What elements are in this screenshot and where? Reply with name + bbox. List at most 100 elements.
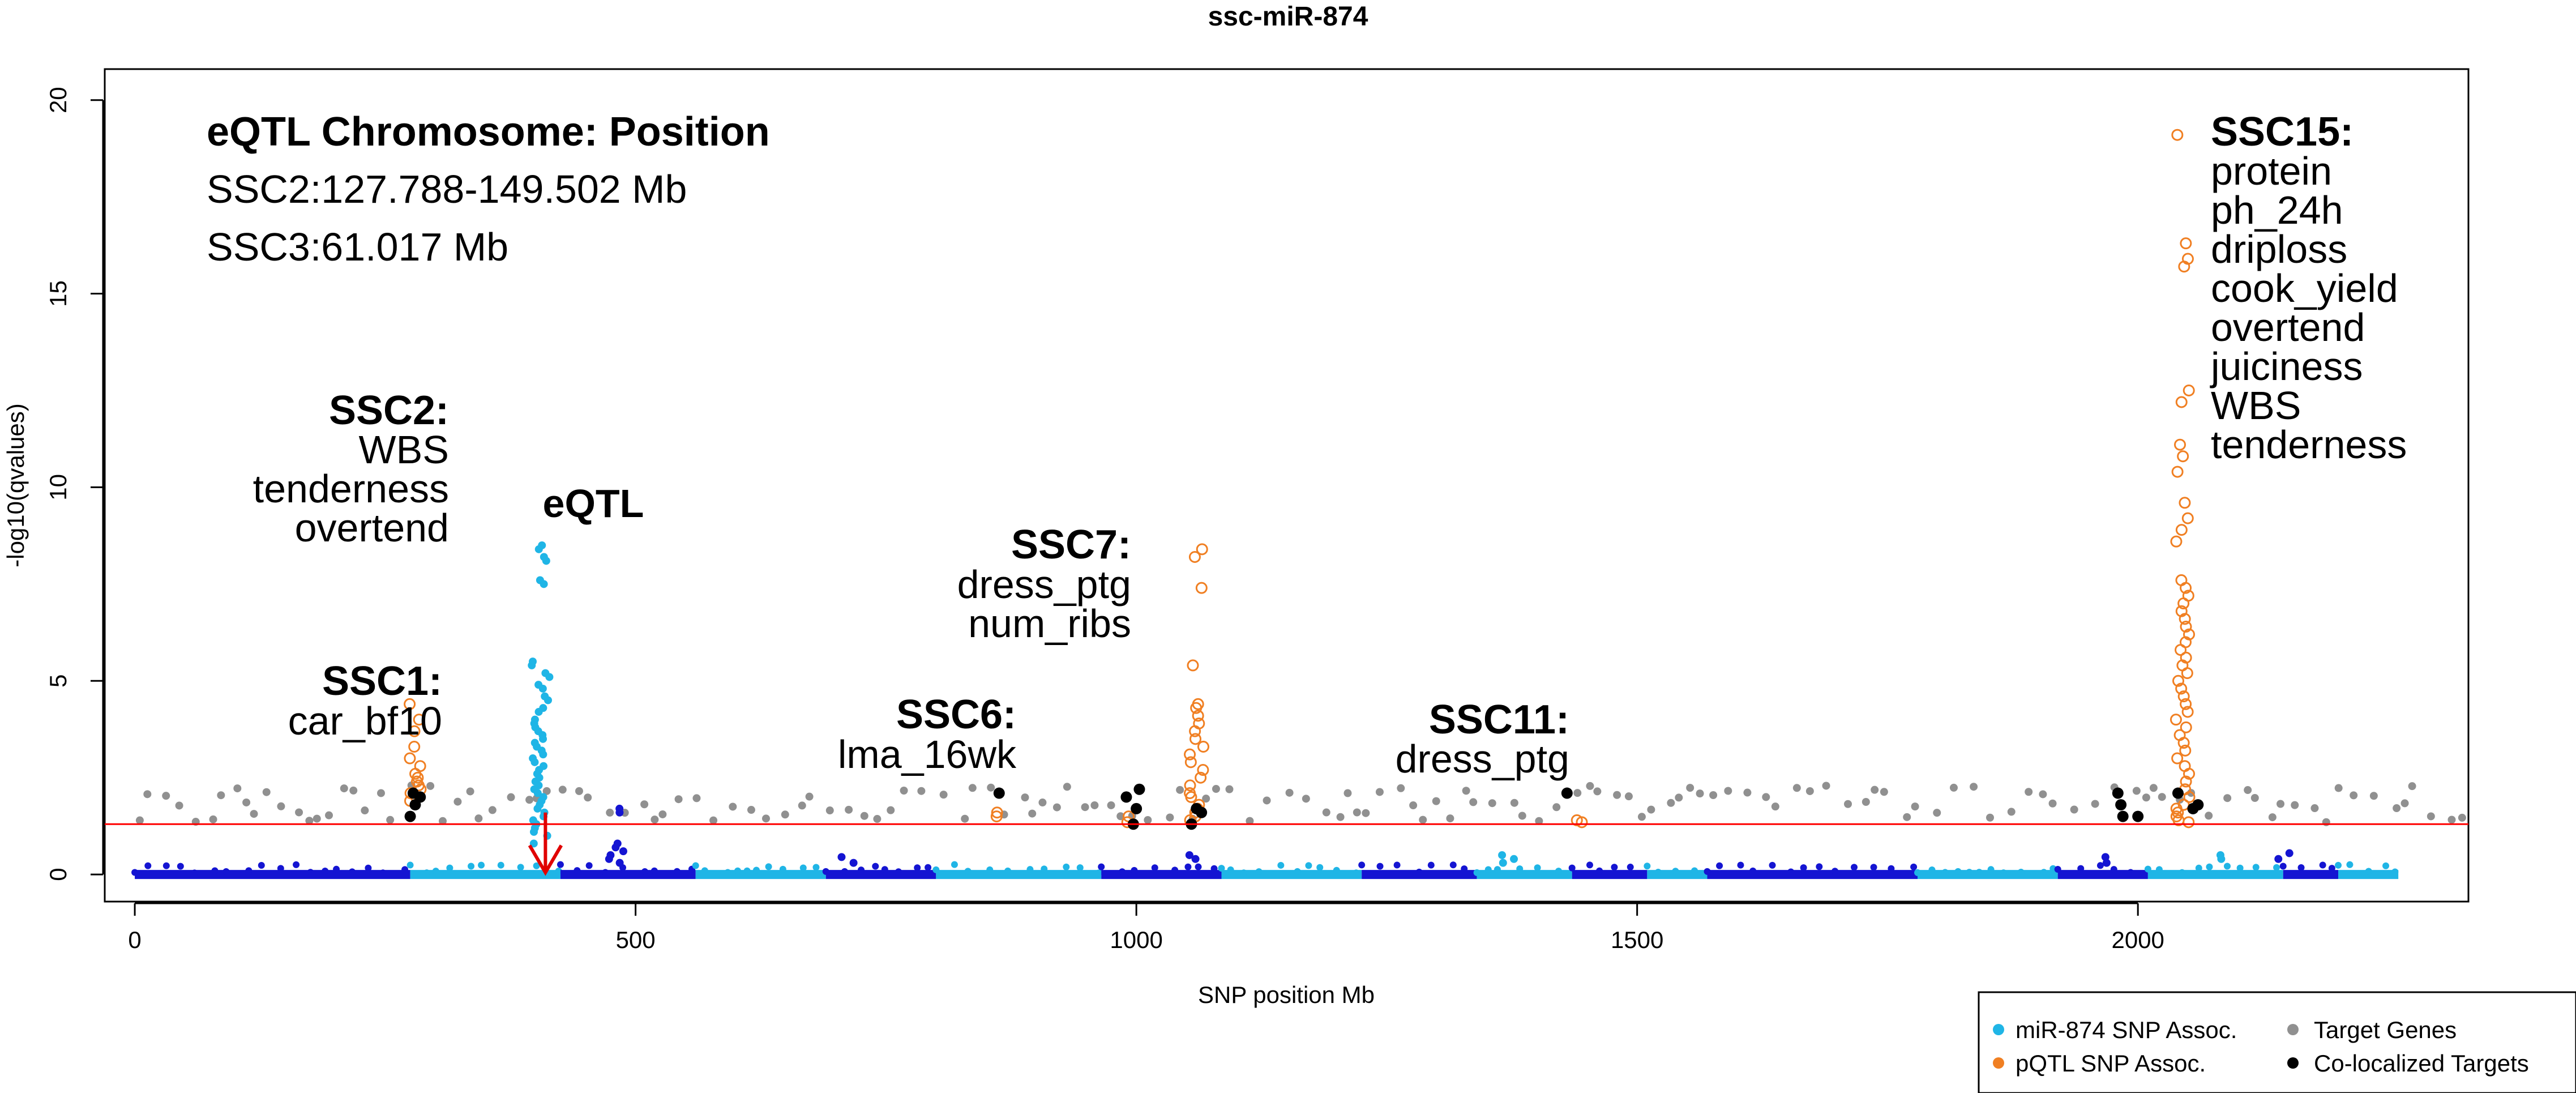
pqtl-snp-point	[404, 752, 416, 765]
snp-point	[1427, 861, 1435, 869]
target-gene-point	[1613, 791, 1621, 799]
target-gene-point	[1176, 785, 1184, 794]
snp-point	[1210, 865, 1218, 872]
snp-point	[1484, 866, 1492, 873]
snp-point	[365, 864, 372, 872]
target-gene-point	[1792, 784, 1801, 792]
colocalized-target-point	[407, 787, 419, 799]
chromosome-baseline-band	[410, 870, 560, 879]
target-gene-point	[1805, 787, 1814, 795]
target-gene-point	[1709, 791, 1718, 799]
target-gene-point	[1343, 789, 1352, 797]
target-gene-point	[939, 791, 948, 799]
pqtl-snp-point	[2183, 816, 2195, 829]
target-gene-point	[2048, 799, 2057, 808]
mirna-snp-point	[545, 673, 554, 681]
snp-point	[1195, 863, 1202, 870]
target-gene-point	[1949, 783, 1958, 792]
mirna-snp-point	[837, 853, 846, 861]
mirna-snp-point	[2217, 855, 2226, 863]
target-gene-point	[2310, 804, 2319, 813]
snp-point	[2223, 863, 2231, 870]
target-gene-point	[162, 792, 170, 800]
colocalized-target-point	[404, 810, 416, 822]
snp-point	[2335, 861, 2342, 869]
snp-point	[2346, 861, 2354, 868]
target-gene-point	[1090, 801, 1099, 809]
target-gene-point	[658, 810, 667, 818]
target-gene-point	[2223, 794, 2232, 802]
pqtl-snp-point	[1576, 816, 1588, 829]
target-gene-point	[845, 805, 853, 814]
snp-point	[1870, 864, 1877, 871]
mirna-snp-point	[2274, 855, 2283, 863]
snp-point	[1294, 868, 1301, 875]
chromosome-baseline-band	[2057, 870, 2148, 879]
chromosome-baseline-band	[560, 870, 696, 879]
snp-point	[1358, 861, 1366, 869]
target-gene-point	[2070, 805, 2078, 814]
snp-point	[2252, 864, 2260, 871]
snp-point	[765, 863, 772, 870]
snp-point	[1888, 865, 1895, 872]
target-gene-point	[466, 787, 474, 796]
snp-point	[497, 861, 504, 869]
target-gene-point	[1225, 785, 1234, 793]
snp-point	[2000, 869, 2007, 877]
target-gene-point	[474, 814, 483, 823]
target-gene-point	[426, 782, 435, 790]
target-gene-point	[340, 784, 348, 793]
target-gene-point	[1586, 782, 1594, 790]
target-gene-point	[2427, 812, 2435, 821]
target-gene-point	[1862, 797, 1870, 806]
ssc15-trait: cook_yield	[2211, 266, 2398, 310]
pqtl-snp-point	[2180, 775, 2192, 788]
snp-point	[1987, 866, 1995, 873]
snp-point	[2382, 862, 2390, 869]
snp-point	[1644, 863, 1651, 870]
snp-point	[673, 868, 681, 875]
snp-point	[1393, 861, 1401, 869]
pqtl-snp-point	[2170, 714, 2182, 726]
pqtl-snp-point	[2175, 682, 2188, 695]
snp-point	[1449, 861, 1457, 869]
colocalized-target-point	[1133, 783, 1145, 795]
chromosome-baseline-band	[135, 870, 410, 879]
mirna-snp-point	[528, 661, 536, 669]
target-gene-point	[2350, 791, 2358, 800]
target-gene-point	[507, 793, 515, 801]
ssc7-title: SSC7:	[1011, 522, 1131, 567]
target-genes-layer	[135, 781, 2466, 826]
baseline-snps	[131, 861, 2399, 879]
snp-point	[1704, 868, 1711, 875]
target-gene-point	[361, 806, 369, 815]
target-gene-point	[262, 788, 271, 796]
target-gene-point	[968, 784, 977, 792]
ssc15-trait: driploss	[2211, 227, 2347, 271]
target-gene-point	[175, 801, 183, 810]
target-gene-point	[987, 783, 995, 792]
target-gene-point	[1419, 816, 1427, 824]
ssc15-trait: ph_24h	[2211, 188, 2343, 232]
pqtl-snp-point	[1195, 582, 1208, 594]
target-gene-point	[1518, 812, 1526, 820]
target-gene-point	[2025, 788, 2033, 796]
target-gene-point	[1593, 787, 1602, 796]
target-gene-point	[1552, 803, 1561, 812]
target-gene-point	[209, 815, 217, 823]
snp-point	[2297, 864, 2305, 872]
target-gene-point	[887, 806, 895, 814]
chromosome-baseline-band	[936, 870, 1102, 879]
snp-point	[2077, 865, 2085, 872]
pqtl-snp-point	[2179, 497, 2191, 509]
snp-point	[2279, 863, 2287, 870]
snp-point	[799, 864, 807, 872]
ssc2-title: SSC2:	[329, 388, 449, 433]
colocalized-target-point	[1131, 802, 1142, 814]
target-gene-point	[250, 810, 258, 818]
target-gene-point	[798, 801, 806, 810]
target-gene-point	[674, 795, 683, 804]
pqtl-snp-point	[991, 806, 1003, 819]
target-gene-point	[584, 793, 592, 802]
